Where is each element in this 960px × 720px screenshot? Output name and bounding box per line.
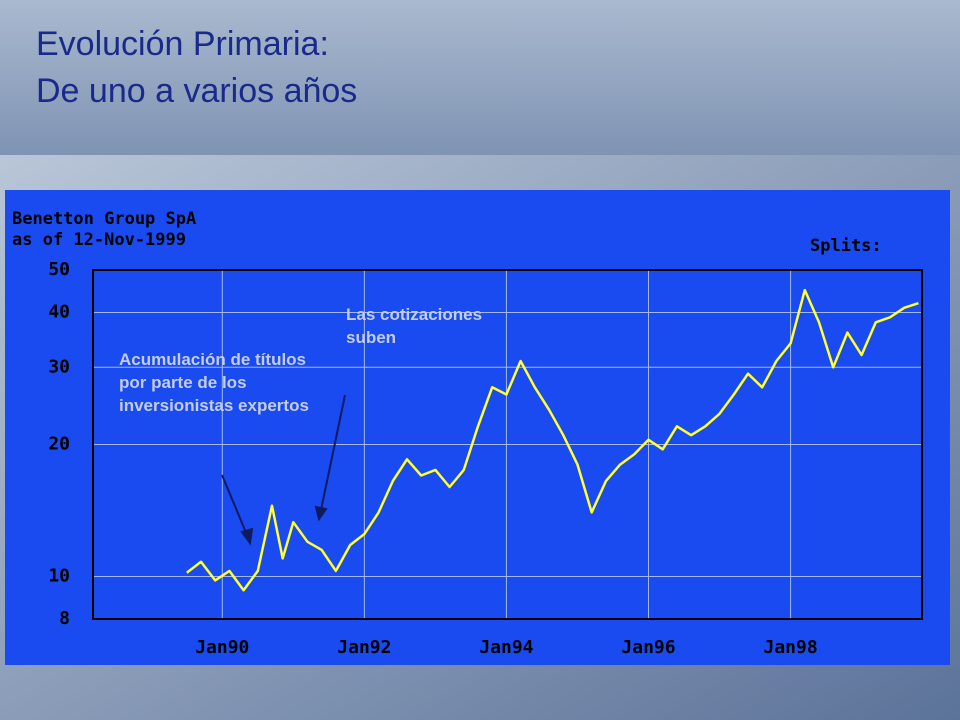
y-tick-label: 8 — [59, 608, 70, 629]
plot-frame — [92, 269, 923, 620]
y-tick-label: 10 — [48, 566, 70, 587]
arrow — [221, 474, 248, 536]
x-tick-label: Jan98 — [763, 637, 817, 658]
x-tick-label: Jan92 — [337, 637, 391, 658]
chart: Benetton Group SpA as of 12-Nov-1999 Spl… — [12, 209, 923, 658]
annotation: Las cotizaciones suben — [346, 305, 483, 347]
y-tick-label: 30 — [48, 356, 70, 377]
annotation: Acumulación de títulos por parte de los … — [119, 350, 309, 415]
arrow — [320, 394, 346, 511]
splits-note: Splits: — [810, 236, 882, 256]
header-band — [0, 0, 960, 155]
x-tick-label: Jan96 — [621, 637, 675, 658]
slide-title: De uno a varios años — [36, 72, 358, 110]
arrowhead — [240, 527, 254, 546]
y-tick-label: 50 — [48, 259, 70, 280]
x-tick-label: Jan90 — [195, 637, 249, 658]
y-tick-label: 20 — [48, 434, 70, 455]
x-tick-label: Jan94 — [479, 637, 533, 658]
y-tick-label: 40 — [48, 301, 70, 322]
chart-title: Benetton Group SpA — [12, 209, 196, 229]
arrowhead — [314, 505, 328, 522]
chart-subtitle: as of 12-Nov-1999 — [12, 230, 186, 250]
price-line — [186, 288, 919, 592]
arrows — [221, 394, 346, 546]
slide-title: Evolución Primaria: — [36, 25, 329, 63]
